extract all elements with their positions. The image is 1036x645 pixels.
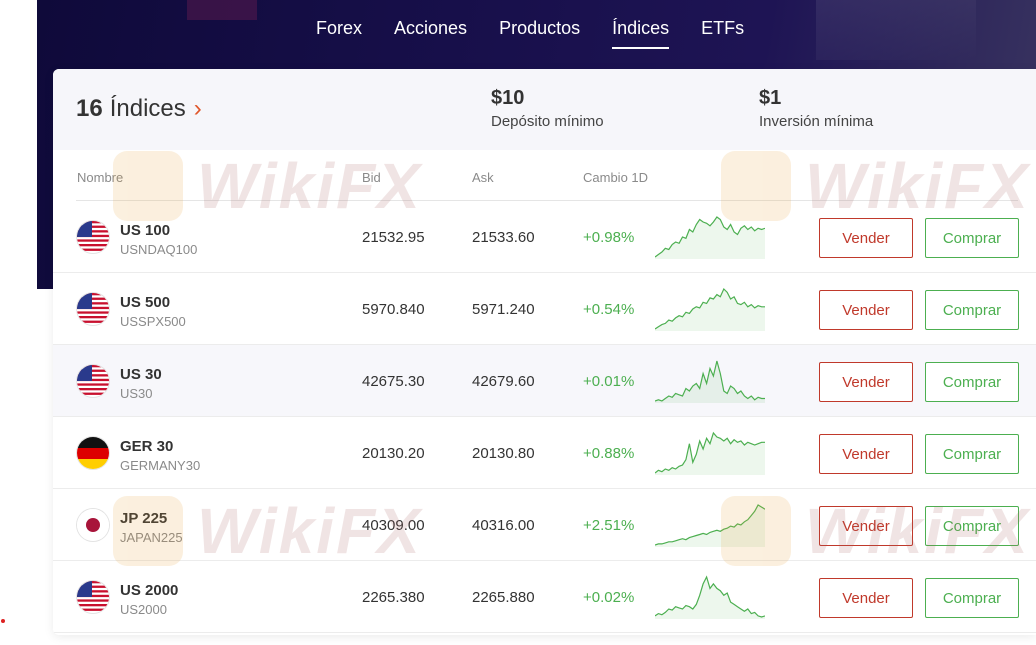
sparkline-area bbox=[655, 289, 765, 331]
buy-button[interactable]: Comprar bbox=[925, 362, 1019, 402]
sparkline-chart bbox=[655, 360, 765, 403]
change-1d: +0.02% bbox=[583, 589, 635, 606]
us-flag-icon bbox=[77, 293, 109, 325]
buy-button[interactable]: Comprar bbox=[925, 290, 1019, 330]
nav-forex[interactable]: Forex bbox=[316, 18, 363, 38]
decorative-dot bbox=[1, 619, 5, 623]
nav-etfs[interactable]: ETFs bbox=[701, 18, 745, 38]
ask-price: 2265.880 bbox=[472, 589, 535, 606]
table-row: JP 225 JAPAN225 40309.00 40316.00 +2.51% Vend… bbox=[53, 489, 1036, 561]
table-row: US 2000 US2000 2265.380 2265.880 +0.02% Vende… bbox=[53, 561, 1036, 633]
bid-price: 40309.00 bbox=[362, 517, 425, 534]
header-name: Nombre bbox=[77, 170, 124, 185]
jp-flag-icon bbox=[77, 509, 109, 541]
change-1d: +0.88% bbox=[583, 445, 635, 462]
us-flag-icon bbox=[77, 581, 109, 613]
sparkline-chart bbox=[655, 575, 765, 619]
us-flag-icon bbox=[77, 365, 109, 397]
sparkline-area bbox=[655, 577, 765, 619]
change-1d: +0.54% bbox=[583, 301, 635, 318]
indices-count-link[interactable]: 16 Índices › bbox=[76, 95, 202, 123]
change-1d: +0.98% bbox=[583, 229, 635, 246]
nav-indices[interactable]: Índices bbox=[612, 14, 670, 49]
index-symbol: GERMANY30 bbox=[120, 458, 201, 473]
ask-price: 5971.240 bbox=[472, 301, 535, 318]
hero-decoration bbox=[187, 0, 257, 20]
us-flag-icon bbox=[77, 221, 109, 253]
card-header: 16 Índices › $10 Depósito mínimo $1 Inve… bbox=[53, 69, 1036, 150]
header-bid: Bid bbox=[362, 170, 381, 185]
bid-price: 20130.20 bbox=[362, 445, 425, 462]
ask-price: 40316.00 bbox=[472, 517, 535, 534]
indices-title: Índices bbox=[109, 95, 186, 122]
bid-price: 5970.840 bbox=[362, 301, 425, 318]
indices-card: 16 Índices › $10 Depósito mínimo $1 Inve… bbox=[53, 69, 1036, 635]
bid-price: 21532.95 bbox=[362, 229, 425, 246]
sparkline-line bbox=[655, 287, 765, 330]
indices-count: 16 bbox=[76, 95, 103, 122]
buy-button[interactable]: Comprar bbox=[925, 218, 1019, 258]
table-row: US 100 USNDAQ100 21532.95 21533.60 +0.98% Ven… bbox=[53, 201, 1036, 273]
de-flag-icon bbox=[77, 437, 109, 469]
table-row: US 500 USSPX500 5970.840 5971.240 +0.54% Vend… bbox=[53, 273, 1036, 345]
min-deposit: $10 Depósito mínimo bbox=[491, 87, 604, 130]
min-investment-value: $1 bbox=[759, 87, 782, 109]
index-name[interactable]: US 30 bbox=[120, 366, 162, 383]
sparkline-chart bbox=[655, 287, 765, 331]
sell-button[interactable]: Vender bbox=[819, 578, 913, 618]
table-row: US 30 US30 42675.30 42679.60 +0.01% Vender Com… bbox=[53, 345, 1036, 417]
index-name[interactable]: US 2000 bbox=[120, 582, 179, 599]
ask-price: 42679.60 bbox=[472, 373, 535, 390]
sparkline-line bbox=[655, 360, 765, 402]
index-symbol: USSPX500 bbox=[120, 314, 186, 329]
index-name[interactable]: US 100 bbox=[120, 222, 171, 239]
buy-button[interactable]: Comprar bbox=[925, 578, 1019, 618]
ask-price: 21533.60 bbox=[472, 229, 535, 246]
min-deposit-value: $10 bbox=[491, 87, 525, 109]
min-investment-label: Inversión mínima bbox=[759, 113, 874, 130]
sparkline-line bbox=[655, 504, 765, 546]
buy-button[interactable]: Comprar bbox=[925, 506, 1019, 546]
change-1d: +2.51% bbox=[583, 517, 635, 534]
sparkline-area bbox=[655, 361, 765, 403]
sell-button[interactable]: Vender bbox=[819, 290, 913, 330]
index-symbol: USNDAQ100 bbox=[120, 242, 198, 257]
sparkline-chart bbox=[655, 504, 765, 547]
index-symbol: JAPAN225 bbox=[120, 530, 183, 545]
min-deposit-label: Depósito mínimo bbox=[491, 113, 604, 130]
index-name[interactable]: GER 30 bbox=[120, 438, 174, 455]
index-symbol: US30 bbox=[120, 386, 153, 401]
index-name[interactable]: JP 225 bbox=[120, 510, 168, 527]
sparkline-line bbox=[655, 216, 765, 258]
sparkline-line bbox=[655, 575, 765, 618]
sparkline-area bbox=[655, 505, 765, 547]
index-symbol: US2000 bbox=[120, 602, 167, 617]
ask-price: 20130.80 bbox=[472, 445, 535, 462]
table-row: GER 30 GERMANY30 20130.20 20130.80 +0.88% Ven… bbox=[53, 417, 1036, 489]
index-name[interactable]: US 500 bbox=[120, 294, 171, 311]
sparkline-line bbox=[655, 431, 765, 474]
change-1d: +0.01% bbox=[583, 373, 635, 390]
sell-button[interactable]: Vender bbox=[819, 218, 913, 258]
header-ask: Ask bbox=[472, 170, 494, 185]
sparkline-area bbox=[655, 433, 765, 475]
bid-price: 2265.380 bbox=[362, 589, 425, 606]
sell-button[interactable]: Vender bbox=[819, 434, 913, 474]
sell-button[interactable]: Vender bbox=[819, 506, 913, 546]
header-change: Cambio 1D bbox=[583, 170, 649, 185]
min-investment: $1 Inversión mínima bbox=[759, 87, 873, 130]
sparkline-chart bbox=[655, 431, 765, 475]
buy-button[interactable]: Comprar bbox=[925, 434, 1019, 474]
top-navigation: Forex Acciones Productos Índices ETFs bbox=[300, 0, 760, 55]
nav-productos[interactable]: Productos bbox=[499, 18, 581, 38]
chevron-right-icon: › bbox=[193, 95, 202, 122]
hero-decoration bbox=[816, 0, 976, 60]
header-divider bbox=[76, 200, 1018, 201]
sell-button[interactable]: Vender bbox=[819, 362, 913, 402]
sparkline-chart bbox=[655, 216, 765, 259]
nav-acciones[interactable]: Acciones bbox=[394, 18, 468, 38]
sparkline-area bbox=[655, 217, 765, 259]
bid-price: 42675.30 bbox=[362, 373, 425, 390]
